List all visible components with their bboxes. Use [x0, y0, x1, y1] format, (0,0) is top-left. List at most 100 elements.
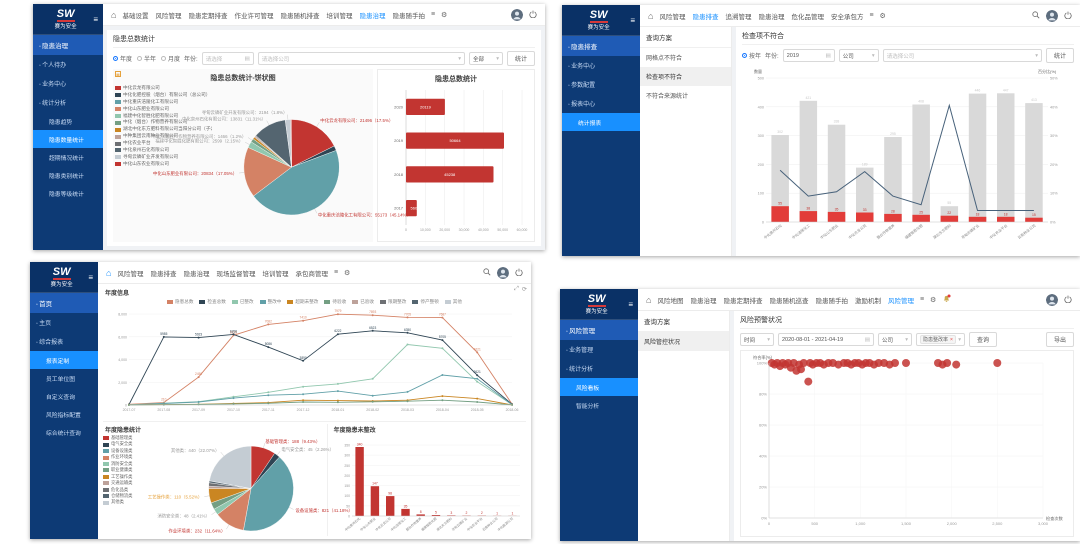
legend-item[interactable]: 超期未整改 [287, 299, 318, 305]
sidebar-item[interactable]: 统计分析 [560, 359, 638, 378]
nav-item[interactable]: 培训管理 [326, 12, 353, 20]
legend-item[interactable]: 中化重庆涪陵化工有限公司 [115, 99, 212, 106]
nav-item[interactable]: 风险管理 [117, 270, 144, 278]
nav-item[interactable]: 风险管理 [887, 297, 914, 305]
sidebar-subitem[interactable]: 超期情况统计 [49, 155, 84, 162]
query-plan-item[interactable]: 不符合来源统计 [646, 94, 689, 100]
indicator-tag[interactable]: 隐患整改率 × [920, 335, 956, 344]
company-select[interactable]: 公司 ▾ [878, 333, 912, 346]
period-radio[interactable]: 半年 [137, 54, 156, 63]
nav-item[interactable]: 风险管理 [659, 13, 686, 21]
search-icon[interactable] [483, 267, 491, 278]
nav-item[interactable]: 隐患治理 [359, 12, 386, 20]
sidebar-collapse-icon[interactable]: ≡ [93, 14, 98, 24]
legend-item[interactable]: 消防安全类 [103, 461, 175, 467]
more-menu-icon[interactable]: ≡ [333, 269, 339, 276]
nav-item[interactable]: 隐患定期排查 [723, 297, 763, 305]
nav-item[interactable]: 隐患治理 [690, 297, 717, 305]
legend-item[interactable]: 停产整顿 [412, 299, 439, 305]
legend-item[interactable]: 其他类 [103, 499, 175, 505]
legend-item[interactable]: 已验收 [352, 299, 374, 305]
nav-item[interactable]: 基础设置 [122, 12, 149, 20]
sidebar-item[interactable]: 业务管理 [560, 340, 638, 359]
sidebar-item[interactable]: 参数配置 [562, 75, 640, 94]
nav-item[interactable]: 隐患排查 [150, 270, 177, 278]
sidebar-subitem[interactable]: 智能分析 [576, 403, 600, 410]
stat-button[interactable]: 统计 [1045, 48, 1074, 63]
legend-item[interactable]: 福建中化智胜化肥有限公司 [115, 113, 212, 120]
nav-item[interactable]: 承包商管理 [295, 270, 328, 278]
scope-select[interactable]: 全部 ▾ [468, 52, 503, 65]
legend-item[interactable]: 中化山东肥业有限公司 [115, 106, 212, 113]
sidebar-module-hidden-danger[interactable]: 隐患治理 [33, 35, 103, 56]
nav-item[interactable]: 隐患排查 [692, 13, 719, 21]
legend-item[interactable]: 交通运输类 [103, 480, 175, 486]
by-year-radio[interactable]: 按年 [742, 51, 761, 60]
remove-tag-icon[interactable]: × [950, 336, 953, 343]
sidebar-subitem[interactable]: 隐患类别统计 [49, 173, 84, 180]
legend-item[interactable]: 检查总数 [199, 299, 226, 305]
nav-item[interactable]: 隐患随手拍 [392, 12, 425, 20]
sidebar-item[interactable]: 综合报表 [30, 332, 98, 351]
legend-item[interactable]: 中化云龙有限公司 [115, 85, 212, 92]
nav-item[interactable]: 危化品管理 [791, 13, 824, 21]
legend-item[interactable]: 隐患总数 [167, 299, 193, 305]
home-icon[interactable]: ⌂ [648, 10, 654, 21]
nav-item[interactable]: 隐患随手拍 [815, 297, 848, 305]
power-icon[interactable] [529, 10, 537, 20]
notification-bell-icon[interactable] [942, 294, 951, 305]
nav-item[interactable]: 作业许可管理 [234, 12, 274, 20]
home-icon[interactable]: ⌂ [106, 267, 112, 278]
sidebar-subitem[interactable]: 风险指标配置 [46, 412, 81, 419]
nav-item[interactable]: 风险地图 [657, 297, 684, 305]
query-plan-item[interactable]: 风险管控状况 [638, 332, 729, 351]
sidebar-subitem[interactable]: 员工单位图 [46, 376, 75, 383]
nav-item[interactable]: 追溯管理 [725, 13, 752, 21]
nav-item[interactable]: 安全承包方 [830, 13, 864, 21]
legend-item[interactable]: 中化农业平台 [115, 140, 212, 147]
legend-item[interactable]: 待验收 [324, 299, 346, 305]
user-avatar[interactable] [511, 8, 523, 21]
chart-toolbox-icon[interactable]: ▦ [115, 71, 121, 77]
company-multiselect[interactable]: 请选择公司 ▾ [882, 49, 1042, 62]
query-plan-item[interactable]: 网格点不符合 [646, 56, 683, 62]
legend-item[interactable]: 设备设施类 [103, 448, 175, 454]
gear-icon[interactable]: ⚙ [344, 269, 351, 277]
user-avatar[interactable] [1046, 9, 1058, 22]
nav-item[interactable]: 隐患治理 [758, 13, 785, 21]
legend-item[interactable]: 已整改 [231, 299, 254, 305]
power-icon[interactable] [515, 268, 523, 278]
sidebar-subitem[interactable]: 统计报表 [562, 113, 640, 132]
indicator-multiselect[interactable]: 隐患整改率 × ▾ [916, 333, 965, 346]
year-input[interactable]: 请选择 ▤ [201, 52, 254, 65]
sidebar-item[interactable]: 个人待办 [33, 55, 103, 74]
home-icon[interactable]: ⌂ [646, 294, 652, 305]
legend-item[interactable]: 限期整改 [379, 299, 406, 305]
power-icon[interactable] [1064, 11, 1072, 21]
sidebar-module-inspection[interactable]: 隐患排查 [562, 36, 640, 57]
sidebar-item[interactable]: 主页 [30, 313, 98, 332]
query-plan-item[interactable]: 检查项不符合 [640, 67, 731, 86]
period-radio[interactable]: 年度 [113, 54, 132, 63]
sidebar-collapse-icon[interactable]: ≡ [628, 299, 633, 309]
nav-item[interactable]: 激励机制 [854, 297, 881, 305]
legend-item[interactable]: 仓储物流类 [103, 493, 175, 499]
year-input[interactable]: 2019 ▤ [782, 49, 835, 62]
sidebar-collapse-icon[interactable]: ≡ [630, 15, 635, 25]
sidebar-subitem[interactable]: 综合统计查询 [46, 430, 81, 437]
legend-item[interactable]: 工艺操作类 [103, 474, 175, 480]
fullscreen-icon[interactable]: ⤢ [514, 286, 519, 292]
sidebar-collapse-icon[interactable]: ≡ [88, 272, 93, 282]
query-button[interactable]: 查询 [968, 332, 997, 347]
sidebar-subitem[interactable]: 隐患等级统计 [49, 191, 84, 198]
gear-icon[interactable]: ⚙ [930, 296, 937, 304]
legend-item[interactable]: 整改中 [259, 299, 281, 305]
more-menu-icon[interactable]: ≡ [919, 296, 925, 303]
sidebar-subitem[interactable]: 报表定制 [30, 351, 98, 370]
sidebar-module-risk[interactable]: 风险管理 [560, 320, 638, 341]
search-icon[interactable] [1032, 10, 1040, 21]
gear-icon[interactable]: ⚙ [441, 11, 448, 19]
legend-item[interactable]: 寻甸云磷矿业开发有限公司 [115, 154, 212, 161]
legend-item[interactable]: 中化山东农业有限公司 [115, 161, 212, 168]
legend-item[interactable]: 基础管理类 [103, 435, 175, 441]
